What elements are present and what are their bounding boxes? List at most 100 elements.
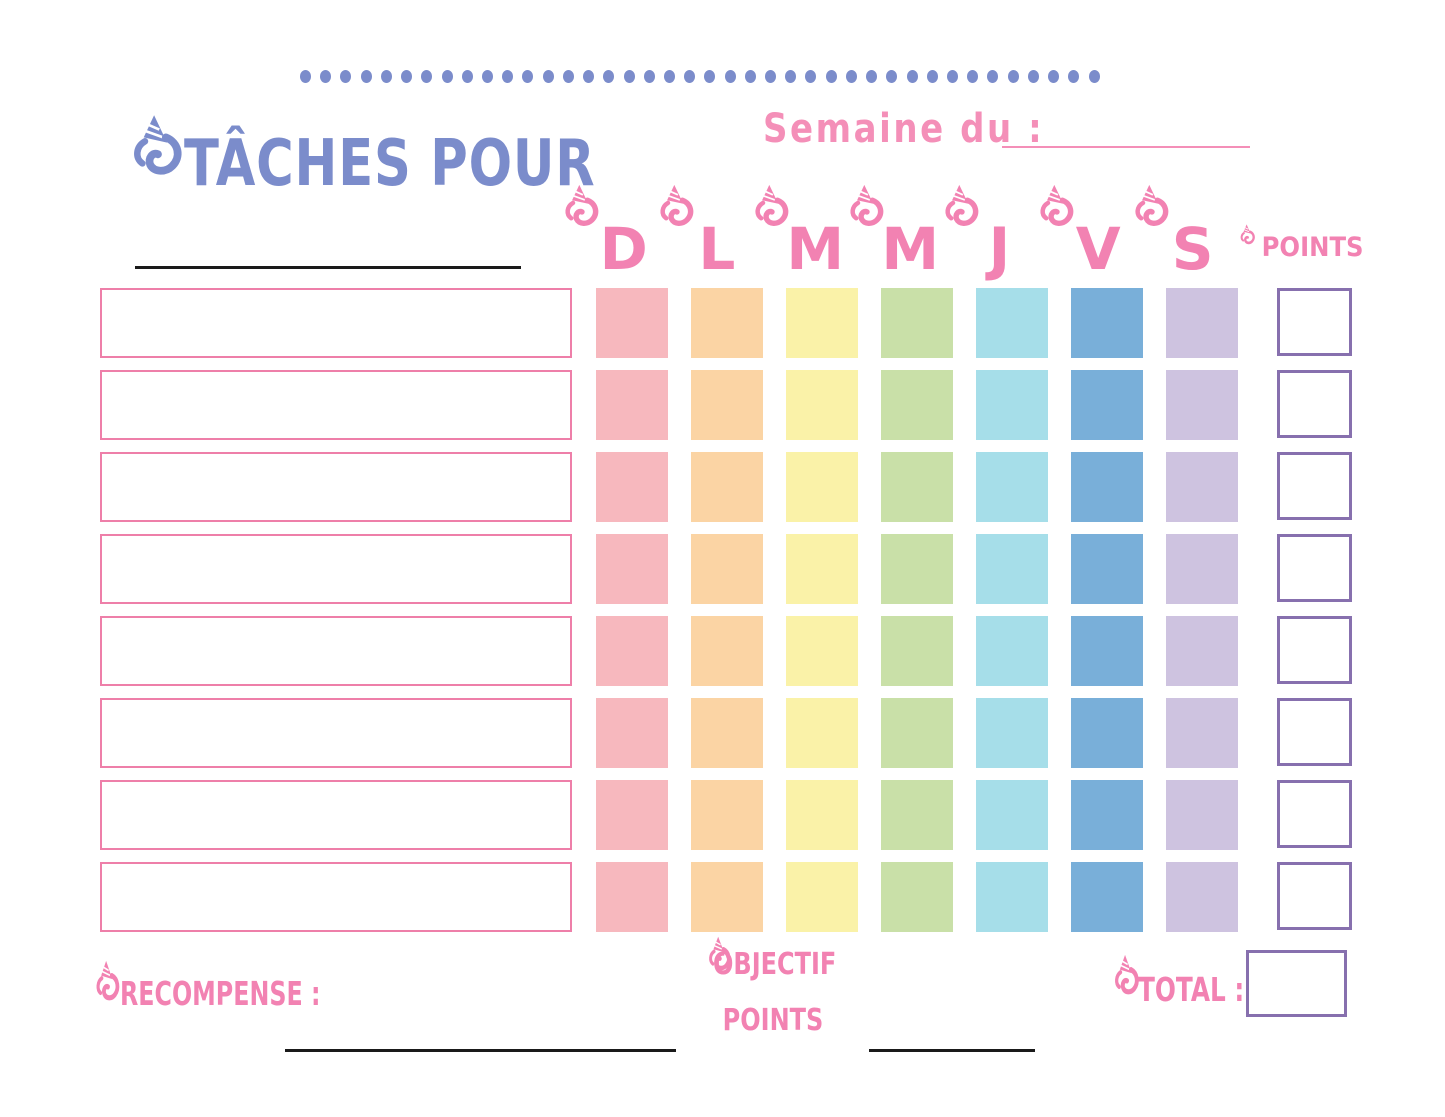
day-cell[interactable] bbox=[786, 288, 858, 358]
day-cell[interactable] bbox=[691, 370, 763, 440]
day-cell[interactable] bbox=[786, 370, 858, 440]
unicorn-icon-slot bbox=[708, 936, 743, 980]
day-cell[interactable] bbox=[1071, 534, 1143, 604]
reward-input-line[interactable] bbox=[285, 1049, 676, 1052]
dot bbox=[1048, 70, 1060, 83]
day-cell[interactable] bbox=[596, 780, 668, 850]
day-cell[interactable] bbox=[881, 534, 953, 604]
day-cell[interactable] bbox=[881, 370, 953, 440]
points-input-box[interactable] bbox=[1277, 534, 1352, 602]
day-cell[interactable] bbox=[596, 534, 668, 604]
task-input-box[interactable] bbox=[100, 616, 572, 686]
day-cell[interactable] bbox=[1071, 698, 1143, 768]
dot bbox=[724, 70, 736, 83]
day-cell[interactable] bbox=[881, 698, 953, 768]
day-cell[interactable] bbox=[786, 452, 858, 522]
day-cell[interactable] bbox=[976, 288, 1048, 358]
day-header: L bbox=[660, 184, 747, 278]
task-input-box[interactable] bbox=[100, 780, 572, 850]
day-cell[interactable] bbox=[786, 616, 858, 686]
day-cell[interactable] bbox=[1166, 452, 1238, 522]
week-input-line[interactable] bbox=[1002, 146, 1250, 148]
day-cell[interactable] bbox=[596, 370, 668, 440]
page-title-block: TÂCHES POUR bbox=[134, 115, 698, 201]
day-cell[interactable] bbox=[1166, 534, 1238, 604]
dot bbox=[765, 70, 777, 83]
day-cell[interactable] bbox=[881, 452, 953, 522]
day-cell[interactable] bbox=[691, 862, 763, 932]
chart-row bbox=[100, 616, 1352, 686]
points-goal-label: OBJECTIF POINTS bbox=[698, 936, 848, 1036]
points-input-box[interactable] bbox=[1277, 288, 1352, 356]
day-cell[interactable] bbox=[881, 780, 953, 850]
points-input-box[interactable] bbox=[1277, 862, 1352, 930]
day-cell[interactable] bbox=[786, 698, 858, 768]
day-cell[interactable] bbox=[786, 534, 858, 604]
points-input-box[interactable] bbox=[1277, 370, 1352, 438]
day-cell[interactable] bbox=[1071, 288, 1143, 358]
dot bbox=[886, 70, 898, 83]
day-cell[interactable] bbox=[976, 862, 1048, 932]
day-cell[interactable] bbox=[881, 288, 953, 358]
unicorn-icon-slot bbox=[1240, 224, 1263, 250]
day-cell[interactable] bbox=[1166, 698, 1238, 768]
day-cell[interactable] bbox=[691, 780, 763, 850]
day-cell[interactable] bbox=[691, 616, 763, 686]
unicorn-icon bbox=[755, 184, 789, 226]
task-input-box[interactable] bbox=[100, 698, 572, 768]
day-cell[interactable] bbox=[976, 780, 1048, 850]
day-cell[interactable] bbox=[1166, 862, 1238, 932]
day-cell[interactable] bbox=[691, 288, 763, 358]
dot bbox=[583, 70, 595, 83]
unicorn-icon-slot bbox=[849, 184, 903, 238]
day-cell[interactable] bbox=[1166, 370, 1238, 440]
day-cell[interactable] bbox=[1071, 862, 1143, 932]
points-input-box[interactable] bbox=[1277, 780, 1352, 848]
points-input-box[interactable] bbox=[1277, 698, 1352, 766]
task-input-box[interactable] bbox=[100, 534, 572, 604]
day-cell[interactable] bbox=[596, 288, 668, 358]
day-cell[interactable] bbox=[786, 780, 858, 850]
day-cell[interactable] bbox=[976, 370, 1048, 440]
day-cell[interactable] bbox=[1071, 370, 1143, 440]
dot bbox=[744, 70, 756, 83]
day-cell[interactable] bbox=[1166, 780, 1238, 850]
day-cell[interactable] bbox=[596, 452, 668, 522]
dot bbox=[1088, 70, 1100, 83]
task-input-box[interactable] bbox=[100, 452, 572, 522]
points-input-box[interactable] bbox=[1277, 616, 1352, 684]
task-input-box[interactable] bbox=[100, 862, 572, 932]
day-cell[interactable] bbox=[881, 862, 953, 932]
day-cell[interactable] bbox=[1071, 452, 1143, 522]
day-cell[interactable] bbox=[1166, 616, 1238, 686]
points-input-box[interactable] bbox=[1277, 452, 1352, 520]
day-cell[interactable] bbox=[976, 698, 1048, 768]
day-cell[interactable] bbox=[596, 862, 668, 932]
page-title: TÂCHES POUR bbox=[184, 127, 596, 201]
day-cell[interactable] bbox=[1166, 288, 1238, 358]
total-input-box[interactable] bbox=[1246, 950, 1347, 1017]
day-cell[interactable] bbox=[691, 534, 763, 604]
task-input-box[interactable] bbox=[100, 370, 572, 440]
day-cell[interactable] bbox=[1071, 780, 1143, 850]
day-cell[interactable] bbox=[976, 452, 1048, 522]
day-cell[interactable] bbox=[976, 616, 1048, 686]
day-cell[interactable] bbox=[691, 452, 763, 522]
dot bbox=[360, 70, 372, 83]
name-input-line[interactable] bbox=[135, 266, 521, 269]
unicorn-icon-slot bbox=[132, 114, 210, 192]
unicorn-icon bbox=[96, 960, 120, 1001]
task-input-box[interactable] bbox=[100, 288, 572, 358]
reward-label: RECOMPENSE : bbox=[96, 960, 320, 1013]
points-goal-input-line[interactable] bbox=[869, 1049, 1035, 1052]
unicorn-icon bbox=[1135, 184, 1169, 226]
day-cell[interactable] bbox=[976, 534, 1048, 604]
day-cell[interactable] bbox=[1071, 616, 1143, 686]
chart-row bbox=[100, 698, 1352, 768]
day-cell[interactable] bbox=[691, 698, 763, 768]
day-cell[interactable] bbox=[596, 698, 668, 768]
day-cell[interactable] bbox=[596, 616, 668, 686]
day-header-row: D L M M J V bbox=[565, 184, 1245, 278]
day-cell[interactable] bbox=[786, 862, 858, 932]
day-cell[interactable] bbox=[881, 616, 953, 686]
